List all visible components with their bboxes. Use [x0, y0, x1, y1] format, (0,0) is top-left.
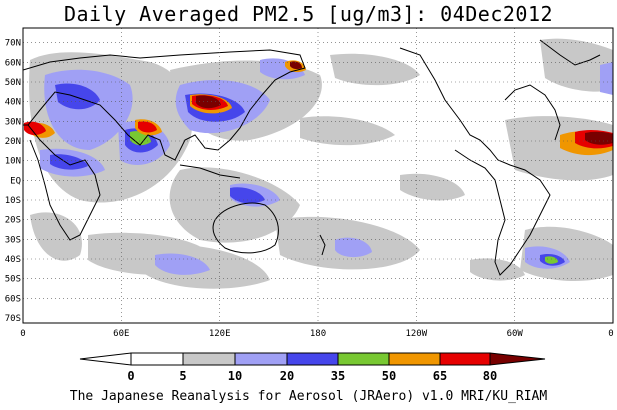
lat-label: 30N: [5, 117, 21, 127]
band-darkred: [196, 61, 613, 145]
lon-label: 120W: [405, 329, 427, 339]
lat-label: EQ: [10, 176, 21, 186]
colorbar-label: 10: [228, 369, 242, 383]
colorbar-segment: [337, 352, 390, 366]
lat-label: 30S: [5, 235, 21, 245]
latitude-labels: 70N 60N 50N 40N 30N 20N 10N EQ 10S 20S 3…: [5, 39, 21, 324]
lat-label: 20N: [5, 137, 21, 147]
colorbar-high-arrow: [489, 352, 546, 366]
lat-label: 20S: [5, 216, 21, 226]
lon-label: 120E: [209, 329, 231, 339]
lat-label: 40S: [5, 255, 21, 265]
lat-label: 70S: [5, 314, 21, 324]
colorbar-low-arrow: [79, 352, 132, 366]
lon-label: 60W: [507, 329, 524, 339]
map-title: Daily Averaged PM2.5 [ug/m3]: 04Dec2012: [63, 2, 554, 26]
lat-label: 70N: [5, 39, 21, 49]
lat-label: 60S: [5, 294, 21, 304]
map-frame: [22, 27, 614, 324]
colorbar-label: 50: [382, 369, 396, 383]
colorbar: [79, 352, 546, 366]
colorbar-label: 20: [280, 369, 294, 383]
lat-label: 40N: [5, 98, 21, 108]
lat-label: 50S: [5, 275, 21, 285]
colorbar-segment: [130, 352, 184, 366]
lon-label: 60E: [113, 329, 129, 339]
colorbar-label: 80: [483, 369, 497, 383]
lat-label: 10N: [5, 157, 21, 167]
lat-label: 50N: [5, 78, 21, 88]
lon-label: 0: [20, 329, 25, 339]
colorbar-label: 35: [331, 369, 345, 383]
footer-credit: The Japanese Reanalysis for Aerosol (JRA…: [69, 389, 548, 404]
lon-label: 0: [608, 329, 613, 339]
colorbar-label: 65: [433, 369, 447, 383]
lat-label: 60N: [5, 58, 21, 68]
colorbar-label: 5: [179, 369, 186, 383]
colorbar-label: 0: [127, 369, 134, 383]
lat-label: 10S: [5, 196, 21, 206]
colorbar-segment: [286, 352, 339, 366]
colorbar-segment: [388, 352, 441, 366]
colorbar-segment: [439, 352, 491, 366]
coastlines: [23, 39, 601, 276]
colorbar-segment: [182, 352, 236, 366]
pm25-concentration-field: [24, 38, 613, 289]
colorbar-labels: 0 5 10 20 35 50 65 80: [127, 369, 497, 383]
longitude-labels: 0 60E 120E 180 120W 60W 0: [20, 329, 613, 339]
lon-label: 180: [310, 329, 326, 339]
colorbar-segment: [234, 352, 288, 366]
